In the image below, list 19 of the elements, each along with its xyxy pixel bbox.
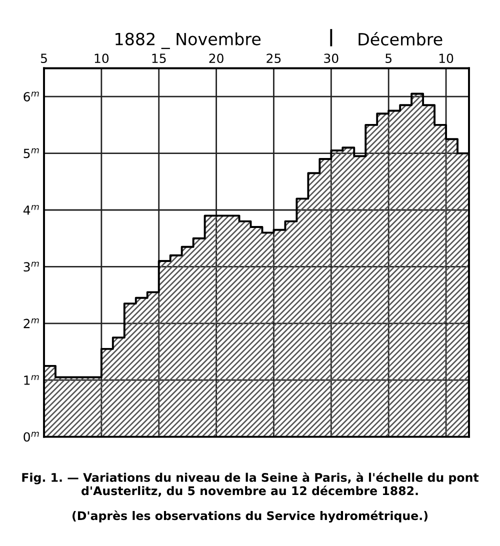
y-tick-label: 5$^{m}$	[24, 148, 39, 158]
y-tick-label: 4$^{m}$	[23, 205, 39, 215]
x-tick-label: 30	[324, 54, 338, 64]
caption: Fig. 1. — Variations du niveau de la Seine à Paris, à l'échelle du pont d'Austerlitz, du 5 novembre au 12 décembre 1882.	[22, 472, 479, 497]
x-tick-label: 20	[209, 54, 224, 64]
x-tick-label: 5	[386, 54, 392, 64]
y-tick-label: 6$^{m}$	[24, 92, 39, 102]
y-tick-label: 2$^{m}$	[24, 318, 39, 328]
y-tick-label: 1$^{m}$	[24, 375, 39, 385]
text: Décembre	[358, 32, 442, 46]
x-tick-label: 10	[439, 54, 454, 64]
text: (D'après les observations du Service hydrométrique.)	[72, 510, 428, 522]
x-tick-label: 25	[266, 54, 281, 64]
text: 1882 _ Novembre	[116, 32, 261, 50]
x-tick-label: 15	[152, 54, 166, 64]
y-tick-label: 0$^{m}$	[24, 432, 39, 442]
x-tick-label: 5	[40, 54, 47, 64]
y-tick-label: 3$^{m}$	[24, 262, 39, 272]
x-tick-label: 10	[94, 54, 109, 64]
